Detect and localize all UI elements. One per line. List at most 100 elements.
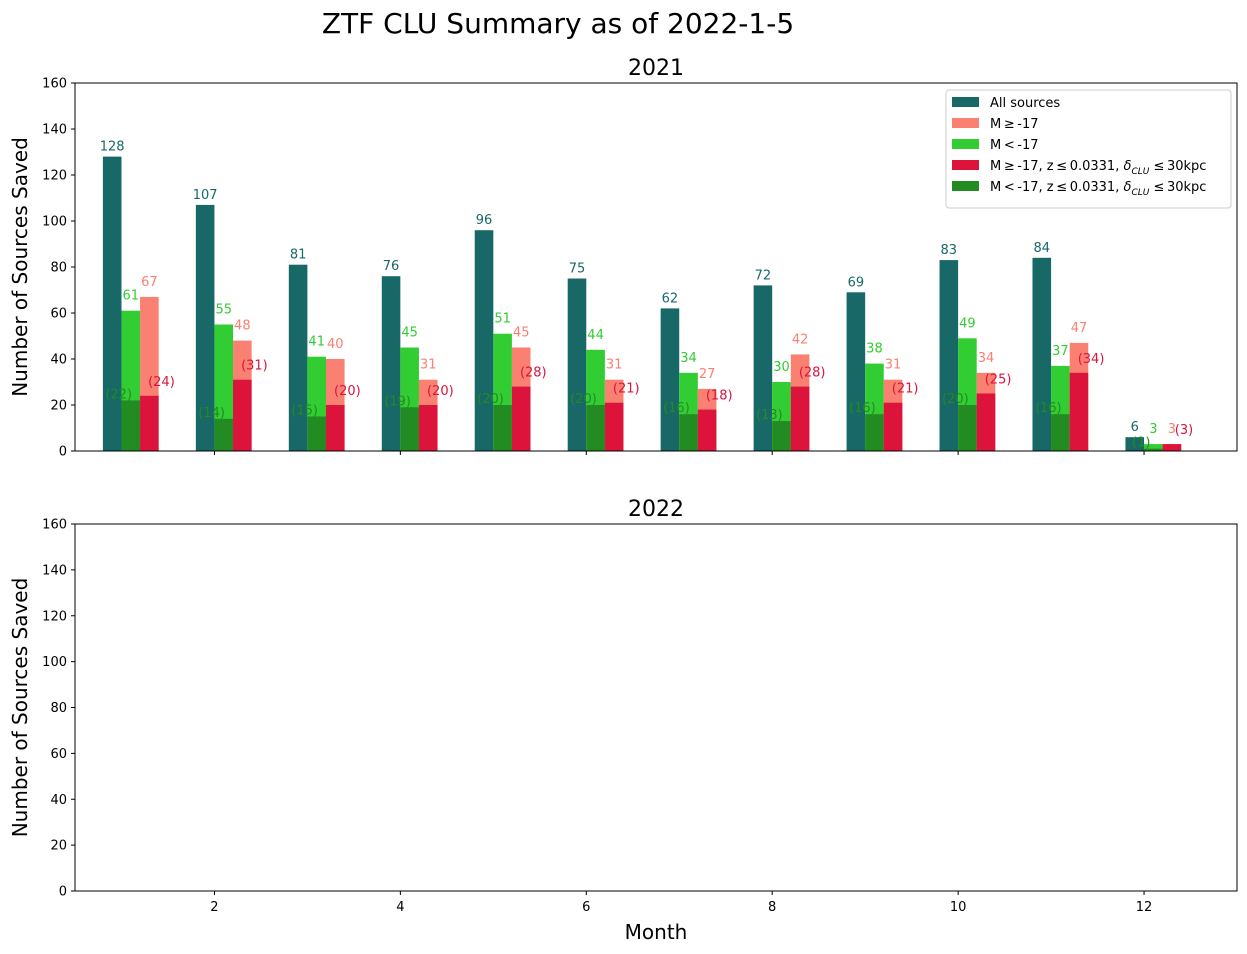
- data-label-0-1-3: 31: [420, 358, 437, 373]
- data-label-0-2-5: 44: [587, 328, 604, 343]
- data-label-0-2-3: 45: [401, 326, 418, 341]
- bar-0-4-8: [865, 414, 884, 451]
- bar-0-0-3: [381, 276, 401, 451]
- data-label-0-3-10: (34): [1078, 352, 1105, 367]
- bar-0-3-3: [418, 405, 438, 451]
- y-axis-label-1: Number of Sources Saved: [8, 578, 32, 838]
- data-label-0-2-1: 55: [215, 303, 232, 318]
- ytick-label-1-0: 0: [59, 885, 67, 900]
- bar-0-4-7: [772, 421, 791, 451]
- bar-0-0-9: [939, 260, 959, 451]
- data-label-0-4-2: (15): [291, 404, 318, 419]
- legend-label-0-2: M < -17: [990, 138, 1039, 153]
- data-label-0-3-11: (3): [1175, 423, 1193, 438]
- data-label-0-3-0: (24): [148, 375, 175, 390]
- data-label-0-1-9: 34: [978, 351, 995, 366]
- data-label-0-2-0: 61: [123, 289, 140, 304]
- bar-0-0-2: [288, 264, 308, 451]
- bar-0-0-10: [1032, 257, 1052, 451]
- legend-label-0-0: All sources: [990, 96, 1060, 111]
- bar-0-4-9: [958, 405, 977, 451]
- bar-0-0-11: [1125, 437, 1145, 451]
- ytick-label-1-100: 100: [42, 655, 67, 670]
- xtick-label-1-12: 12: [1136, 900, 1153, 915]
- legend-label-0-3: M ≥ -17, z ≤ 0.0331, δCLU ≤ 30kpc: [990, 159, 1206, 177]
- legend-swatch-0-3: [952, 160, 979, 170]
- bar-0-4-0: [121, 400, 141, 451]
- legend-swatch-0-4: [952, 181, 979, 191]
- legend-swatch-0-2: [952, 139, 979, 149]
- data-label-0-2-2: 41: [308, 335, 325, 350]
- bar-0-3-7: [790, 386, 810, 451]
- bar-0-3-9: [976, 393, 996, 451]
- data-label-0-0-11: 6: [1131, 420, 1139, 435]
- data-label-0-0-5: 75: [569, 262, 586, 277]
- ytick-label-0-20: 20: [50, 399, 67, 414]
- data-label-0-4-5: (20): [570, 392, 597, 407]
- ytick-label-1-160: 160: [42, 518, 67, 533]
- data-label-0-4-8: (16): [849, 401, 876, 416]
- xtick-label-1-2: 2: [210, 900, 218, 915]
- data-label-0-2-4: 51: [494, 312, 511, 327]
- bar-0-4-10: [1051, 414, 1070, 451]
- bar-0-0-5: [567, 278, 587, 451]
- bar-0-0-8: [846, 292, 866, 451]
- data-label-0-4-3: (19): [384, 394, 411, 409]
- data-label-0-0-9: 83: [941, 243, 958, 258]
- data-label-0-2-9: 49: [959, 316, 976, 331]
- data-label-0-0-10: 84: [1034, 241, 1051, 256]
- ytick-label-0-160: 160: [42, 77, 67, 92]
- bar-0-3-0: [140, 395, 159, 451]
- legend-swatch-0-0: [952, 97, 979, 107]
- ytick-label-0-0: 0: [59, 445, 67, 460]
- data-label-0-1-11: 3: [1168, 422, 1176, 437]
- xtick-label-1-10: 10: [950, 900, 967, 915]
- bar-0-4-1: [214, 418, 234, 451]
- data-label-0-1-6: 27: [699, 367, 716, 382]
- data-label-0-3-4: (28): [520, 366, 547, 381]
- data-label-0-2-6: 34: [680, 351, 697, 366]
- ytick-label-0-140: 140: [42, 123, 67, 138]
- data-label-0-1-5: 31: [606, 358, 623, 373]
- data-label-0-4-1: (14): [198, 406, 225, 421]
- bar-0-3-6: [697, 409, 717, 451]
- data-label-0-3-9: (25): [985, 373, 1012, 388]
- data-label-0-0-4: 96: [476, 213, 493, 228]
- data-label-0-0-1: 107: [193, 188, 218, 203]
- data-label-0-2-7: 30: [773, 360, 790, 375]
- bar-0-4-2: [307, 416, 326, 451]
- data-label-0-0-6: 62: [662, 291, 679, 306]
- data-label-0-1-2: 40: [327, 337, 344, 352]
- bar-0-0-0: [102, 156, 122, 451]
- ytick-label-1-140: 140: [42, 563, 67, 578]
- data-label-0-3-5: (21): [613, 382, 640, 397]
- ytick-label-0-100: 100: [42, 215, 67, 230]
- bar-0-2-11: [1144, 444, 1163, 451]
- data-label-0-3-2: (20): [334, 384, 361, 399]
- panel-title-1: 2022: [628, 497, 684, 522]
- data-label-0-4-4: (20): [477, 392, 504, 407]
- data-label-0-4-7: (13): [756, 408, 783, 423]
- data-label-0-1-10: 47: [1071, 321, 1088, 336]
- ytick-label-0-120: 120: [42, 169, 67, 184]
- legend-label-0-1: M ≥ -17: [990, 117, 1039, 132]
- data-label-0-3-7: (28): [799, 366, 826, 381]
- data-label-0-0-8: 69: [848, 275, 865, 290]
- data-label-0-0-7: 72: [755, 268, 772, 283]
- legend-swatch-0-1: [952, 118, 979, 128]
- bar-0-3-1: [233, 379, 252, 451]
- bar-0-4-6: [679, 414, 698, 451]
- bar-0-4-11: [1144, 448, 1163, 451]
- bar-0-4-5: [586, 405, 605, 451]
- bar-0-4-4: [493, 405, 512, 451]
- bar-0-3-4: [511, 386, 531, 451]
- y-axis-label-0: Number of Sources Saved: [8, 137, 32, 397]
- bar-0-3-8: [883, 402, 903, 451]
- bar-0-0-6: [660, 308, 680, 451]
- data-label-0-4-11: (1): [1132, 436, 1150, 451]
- data-label-0-1-4: 45: [513, 326, 530, 341]
- bar-0-3-2: [325, 405, 345, 451]
- data-label-0-4-6: (16): [663, 401, 690, 416]
- bar-0-0-7: [753, 285, 773, 451]
- data-label-0-2-11: 3: [1149, 422, 1157, 437]
